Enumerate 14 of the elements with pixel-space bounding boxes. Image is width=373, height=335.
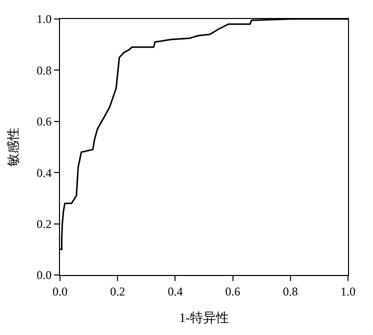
x-tick-label: 0.8: [282, 284, 298, 298]
x-axis-title: 1-特异性: [179, 310, 229, 325]
y-tick-label: 0.2: [36, 217, 52, 231]
y-tick-label: 1.0: [36, 12, 52, 26]
x-tick-label: 0.4: [168, 284, 183, 298]
x-tick-label: 0.2: [110, 284, 126, 298]
x-tick-label: 0.6: [225, 284, 240, 298]
y-axis-title: 敏感性: [6, 128, 21, 166]
y-tick-label: 0.0: [36, 268, 52, 282]
y-tick-label: 0.8: [36, 63, 52, 78]
x-tick-label: 0.0: [52, 284, 68, 298]
x-tick-label: 1.0: [340, 284, 356, 298]
y-tick-label: 0.4: [36, 166, 52, 180]
y-tick-label: 0.6: [36, 114, 52, 129]
